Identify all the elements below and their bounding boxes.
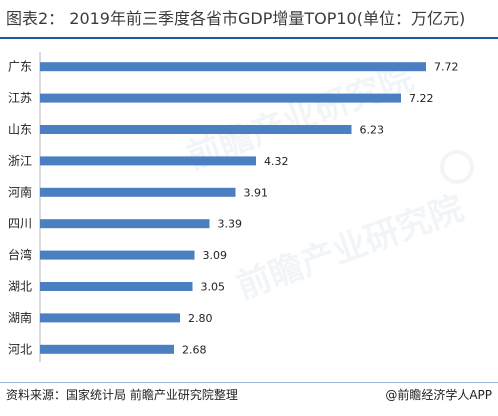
bar — [40, 62, 426, 72]
category-label: 江苏 — [8, 91, 32, 105]
bar — [40, 156, 256, 166]
footer-divider — [0, 382, 498, 383]
bar-chart: 广东 7.72 江苏 7.22 山东 6.23 浙江 4.32 河南 3.91 四川 3.39 台湾 3.… — [8, 52, 459, 362]
data-label: 3.05 — [201, 281, 226, 294]
bar — [40, 125, 352, 134]
category-label: 山东 — [8, 123, 32, 137]
category-label: 湖南 — [8, 310, 32, 325]
source-note: 资料来源：国家统计局 前瞻产业研究院整理 — [6, 388, 238, 402]
data-label: 7.22 — [409, 92, 434, 105]
category-label: 四川 — [8, 217, 32, 231]
data-label: 4.32 — [264, 155, 289, 168]
data-label: 7.72 — [434, 61, 459, 74]
data-label: 6.23 — [360, 124, 385, 137]
title-divider — [0, 37, 498, 39]
bar — [40, 313, 180, 323]
data-label: 2.68 — [182, 343, 207, 356]
category-label: 湖北 — [8, 279, 32, 294]
chart-title: 图表2： 2019年前三季度各省市GDP增量TOP10(单位：万亿元) — [6, 9, 466, 28]
bar — [40, 250, 195, 260]
bar — [40, 344, 174, 354]
category-label: 河南 — [8, 184, 32, 199]
category-label: 广东 — [8, 60, 32, 74]
bar — [40, 93, 401, 103]
data-label: 3.91 — [244, 186, 269, 199]
category-label: 河北 — [8, 342, 32, 356]
bar — [40, 282, 193, 291]
bar — [40, 219, 210, 229]
category-label: 台湾 — [8, 247, 32, 262]
brand-credit: @前瞻经济学人APP — [385, 388, 492, 402]
data-label: 3.39 — [218, 218, 243, 231]
data-label: 2.80 — [188, 312, 213, 325]
bar — [40, 187, 236, 197]
category-label: 浙江 — [8, 154, 32, 168]
data-label: 3.09 — [203, 249, 228, 262]
